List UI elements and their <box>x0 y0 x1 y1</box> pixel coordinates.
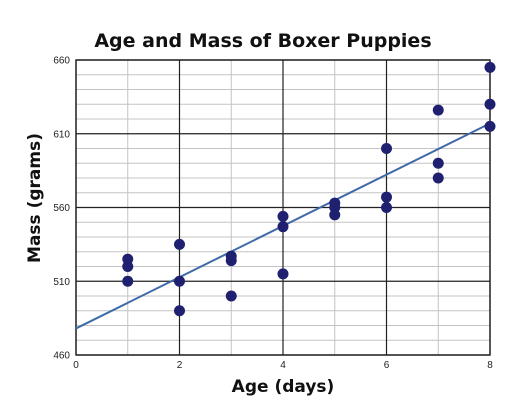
x-tick-label: 8 <box>487 360 493 371</box>
y-tick-label: 660 <box>53 56 70 67</box>
data-point <box>277 221 289 233</box>
y-tick-label: 510 <box>53 277 70 288</box>
x-tick-label: 6 <box>384 360 390 371</box>
data-point <box>277 268 289 280</box>
y-tick-label: 460 <box>53 351 70 362</box>
data-point <box>225 290 237 302</box>
x-tick-label: 0 <box>73 360 79 371</box>
x-axis-label: Age (days) <box>232 377 335 397</box>
y-axis-label: Mass (grams) <box>25 133 45 263</box>
data-point <box>174 238 185 250</box>
data-point <box>122 275 134 287</box>
data-point <box>381 202 392 213</box>
data-point <box>122 261 134 272</box>
data-point <box>484 98 496 110</box>
data-points <box>122 61 496 317</box>
data-point <box>484 61 496 73</box>
grid <box>75 59 491 356</box>
x-tick-label: 2 <box>177 360 183 371</box>
plot-border <box>75 59 491 356</box>
data-point <box>432 172 444 184</box>
data-point <box>277 210 289 222</box>
data-point <box>174 305 185 317</box>
chart-title: Age and Mass of Boxer Puppies <box>94 30 431 52</box>
data-point <box>174 275 185 287</box>
data-point <box>484 120 496 132</box>
data-point <box>381 143 392 154</box>
x-tick-label: 4 <box>280 360 286 371</box>
y-tick-label: 610 <box>53 129 70 140</box>
data-point <box>381 191 392 203</box>
data-point <box>329 209 341 221</box>
y-tick-label: 560 <box>53 203 70 214</box>
data-point <box>432 157 444 169</box>
data-point <box>225 255 237 267</box>
tick-labels: 0 2 4 6 8 460 510 560 610 660 <box>53 56 493 372</box>
data-point <box>432 104 444 116</box>
